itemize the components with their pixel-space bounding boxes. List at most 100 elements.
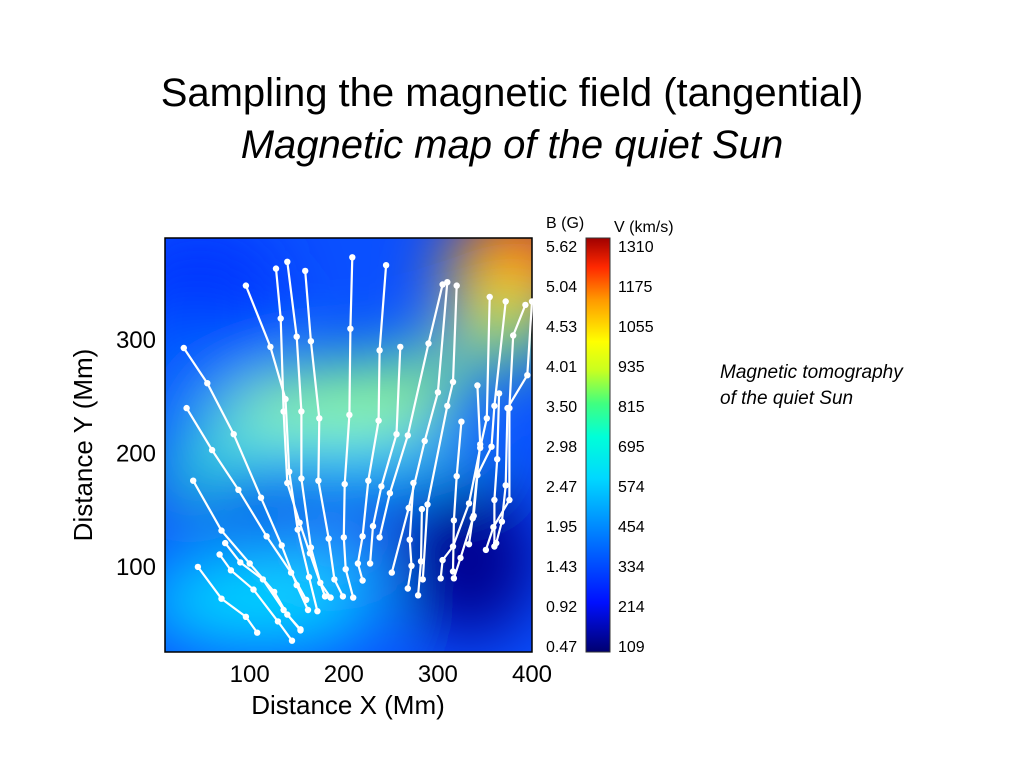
colorbar-v-tick: 815 [618,399,645,416]
x-tick-label: 400 [512,661,552,688]
trace-point [296,519,303,526]
colorbar-v-tick: 935 [618,359,645,376]
colorbar-v-tick: 1310 [618,239,654,256]
x-tick-label: 100 [230,661,270,688]
trace-point [444,279,451,286]
trace-line-20 [406,482,415,589]
trace-point [465,500,473,507]
trace-point [502,482,509,489]
colorbar-b-tick: 2.47 [546,479,577,496]
trace-point [354,560,362,567]
trace-point [263,533,270,540]
colorbar-ticks: 5.62 5.04 4.53 4.01 3.50 2.98 2.47 1.95 1.43 0.92… [546,239,654,656]
trace-point [421,437,428,445]
trace-point [419,576,426,583]
trace-point [491,402,498,410]
trace-point [227,567,235,574]
trace-point [491,543,498,550]
y-axis-label: Distance Y (Mm) [68,349,98,542]
trace-point [314,608,321,615]
x-tick-label: 200 [324,661,364,688]
trace-point [230,431,237,438]
trace-point [274,618,282,625]
trace-line-1 [185,407,308,601]
trace-point [382,262,390,269]
colorbar-b-tick: 1.43 [546,559,577,576]
trace-point [287,569,295,576]
colorbar-v-tick: 109 [618,639,645,656]
trace-line-19 [484,304,527,551]
trace-point [506,404,513,412]
plot-frame [164,237,533,653]
trace-point [250,586,257,593]
y-tick-label: 100 [116,554,156,581]
trace-point [486,293,493,301]
trace-point [369,522,377,530]
trace-point [397,343,404,351]
colorbar-b-tick: 3.50 [546,399,577,416]
trace-point [482,546,490,554]
trace-point [307,544,315,551]
trace-point [376,347,383,354]
trace-point [194,563,202,571]
trace-point [242,613,250,620]
colorbar-b-tick: 4.01 [546,359,577,376]
trace-point [277,315,284,322]
trace-point [325,535,332,542]
trace-line-18 [495,301,534,544]
trace-point [408,562,415,569]
trace-point [208,446,216,454]
trace-point [450,517,458,524]
colorbar-b-tick: 2.98 [546,439,577,456]
trace-point [180,344,187,352]
trace-line-23 [467,385,482,545]
trace-point [477,441,484,448]
trace-point [488,443,495,450]
trace-point [302,267,309,275]
colorbar-v-tick: 214 [618,599,645,616]
trace-point [359,533,366,540]
caption: Magnetic tomography of the quiet Sun [720,360,980,412]
trace-point [483,415,490,422]
trace-point [218,527,225,534]
trace-point [278,542,285,549]
trace-point [444,402,451,410]
trace-point [405,504,412,512]
colorbar-v-tick: 695 [618,439,645,456]
trace-point [414,592,422,599]
slide-subtitle: Magnetic map of the quiet Sun [240,123,784,167]
trace-point [376,534,383,541]
trace-point [457,554,464,562]
trace-point [506,496,513,504]
colorbar-v-tick: 1175 [618,279,653,296]
trace-point [216,551,223,558]
trace-point [222,539,229,547]
colorbar-v-label: V (km/s) [614,219,674,236]
trace-point [304,606,312,614]
trace-point [449,568,457,575]
trace-point [418,505,426,513]
trace-point [424,501,431,508]
trace-point [267,343,274,351]
colorbar-b-label: B (G) [546,215,584,232]
y-tick-label: 300 [116,327,156,354]
trace-point [341,480,348,488]
trace-point [303,596,310,603]
trace-point [406,536,413,543]
trace-point [365,477,372,484]
trace-point [469,515,476,522]
trace-point [272,265,280,272]
trace-point [280,606,287,614]
colorbar-b-tick: 1.95 [546,519,577,536]
trace-point [494,456,501,463]
trace-point [183,404,190,412]
trace-point [190,477,197,484]
trace-point [298,408,305,415]
trace-point [307,338,315,345]
trace-point [297,627,304,634]
colorbar-b-tick: 0.92 [546,599,577,616]
x-axis-label: Distance X (Mm) [251,690,445,720]
trace-point [298,475,305,482]
trace-point [491,496,498,504]
